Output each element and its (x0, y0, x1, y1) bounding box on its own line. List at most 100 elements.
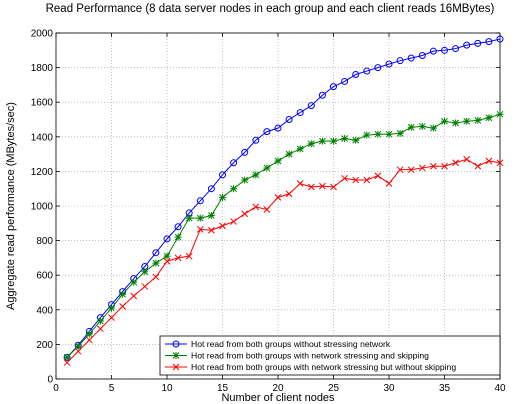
point (485, 157, 493, 165)
point (296, 109, 304, 117)
point (141, 283, 149, 290)
x-tick-label: 10 (161, 383, 173, 394)
point (374, 172, 382, 180)
series-line (66, 158, 501, 363)
point (152, 249, 160, 257)
point (97, 325, 104, 333)
point (119, 302, 126, 310)
point (441, 162, 448, 170)
point (263, 164, 271, 172)
point (241, 148, 249, 156)
legend-label: Hot read from both groups without stress… (191, 339, 391, 349)
point (196, 226, 204, 233)
point (307, 102, 315, 110)
point (230, 159, 238, 167)
point (208, 226, 215, 234)
point (152, 259, 160, 267)
point (172, 363, 180, 371)
point (319, 182, 326, 190)
point (241, 176, 249, 184)
point (185, 252, 193, 260)
point (352, 176, 360, 184)
y-tick-label: 1200 (31, 167, 54, 178)
point (252, 136, 260, 144)
point (496, 159, 504, 167)
point (341, 135, 349, 143)
point (441, 46, 448, 54)
point (474, 162, 482, 170)
point (374, 130, 382, 138)
point (341, 174, 348, 182)
point (363, 176, 371, 184)
point (318, 137, 326, 145)
y-tick-label: 1800 (31, 63, 54, 74)
point (172, 340, 180, 348)
point (108, 314, 115, 321)
point (130, 292, 138, 300)
point (407, 54, 415, 62)
x-tick-label: 5 (109, 383, 115, 394)
x-tick-label: 15 (217, 383, 229, 394)
point (219, 193, 226, 201)
y-tick-label: 1400 (31, 132, 54, 143)
point (130, 278, 138, 286)
point (152, 273, 160, 281)
point (330, 83, 337, 91)
point (429, 124, 437, 132)
point (396, 57, 404, 65)
point (263, 128, 271, 136)
point (485, 114, 493, 122)
plot-frame (55, 32, 501, 380)
point (418, 122, 426, 130)
y-tick-label: 200 (36, 340, 53, 351)
point (374, 64, 382, 72)
point (307, 140, 315, 148)
point (496, 110, 504, 118)
point (252, 203, 260, 211)
point (85, 336, 93, 344)
point (463, 117, 471, 125)
legend-label: Hot read from both groups with network s… (191, 351, 429, 361)
point (119, 290, 127, 298)
point (163, 252, 171, 260)
legend-label: Hot read from both groups with network s… (191, 362, 456, 372)
point (274, 124, 282, 132)
y-tick-label: 400 (36, 305, 53, 316)
point (307, 183, 315, 191)
point (452, 159, 459, 167)
point (452, 119, 460, 127)
point (330, 137, 337, 145)
point (396, 166, 404, 174)
point (330, 183, 337, 191)
point (285, 116, 293, 123)
x-tick-label: 0 (53, 383, 59, 394)
point (352, 136, 360, 144)
point (441, 117, 448, 125)
point (174, 223, 182, 231)
point (174, 254, 182, 262)
point (485, 38, 493, 46)
point (219, 171, 226, 179)
point (263, 206, 271, 213)
point (274, 157, 282, 165)
point (207, 212, 215, 220)
point (252, 171, 260, 179)
point (174, 233, 182, 241)
y-tick-label: 2000 (31, 29, 54, 40)
point (385, 60, 393, 68)
point (85, 330, 93, 338)
point (474, 116, 482, 124)
point (172, 352, 180, 359)
y-tick-label: 1000 (31, 202, 54, 213)
point (363, 131, 371, 139)
point (196, 214, 204, 222)
point (230, 218, 237, 225)
point (430, 162, 437, 170)
y-tick-label: 1600 (31, 98, 54, 109)
x-tick-label: 30 (383, 383, 395, 394)
point (163, 235, 171, 243)
point (463, 41, 471, 49)
point (96, 317, 104, 325)
point (296, 180, 304, 187)
